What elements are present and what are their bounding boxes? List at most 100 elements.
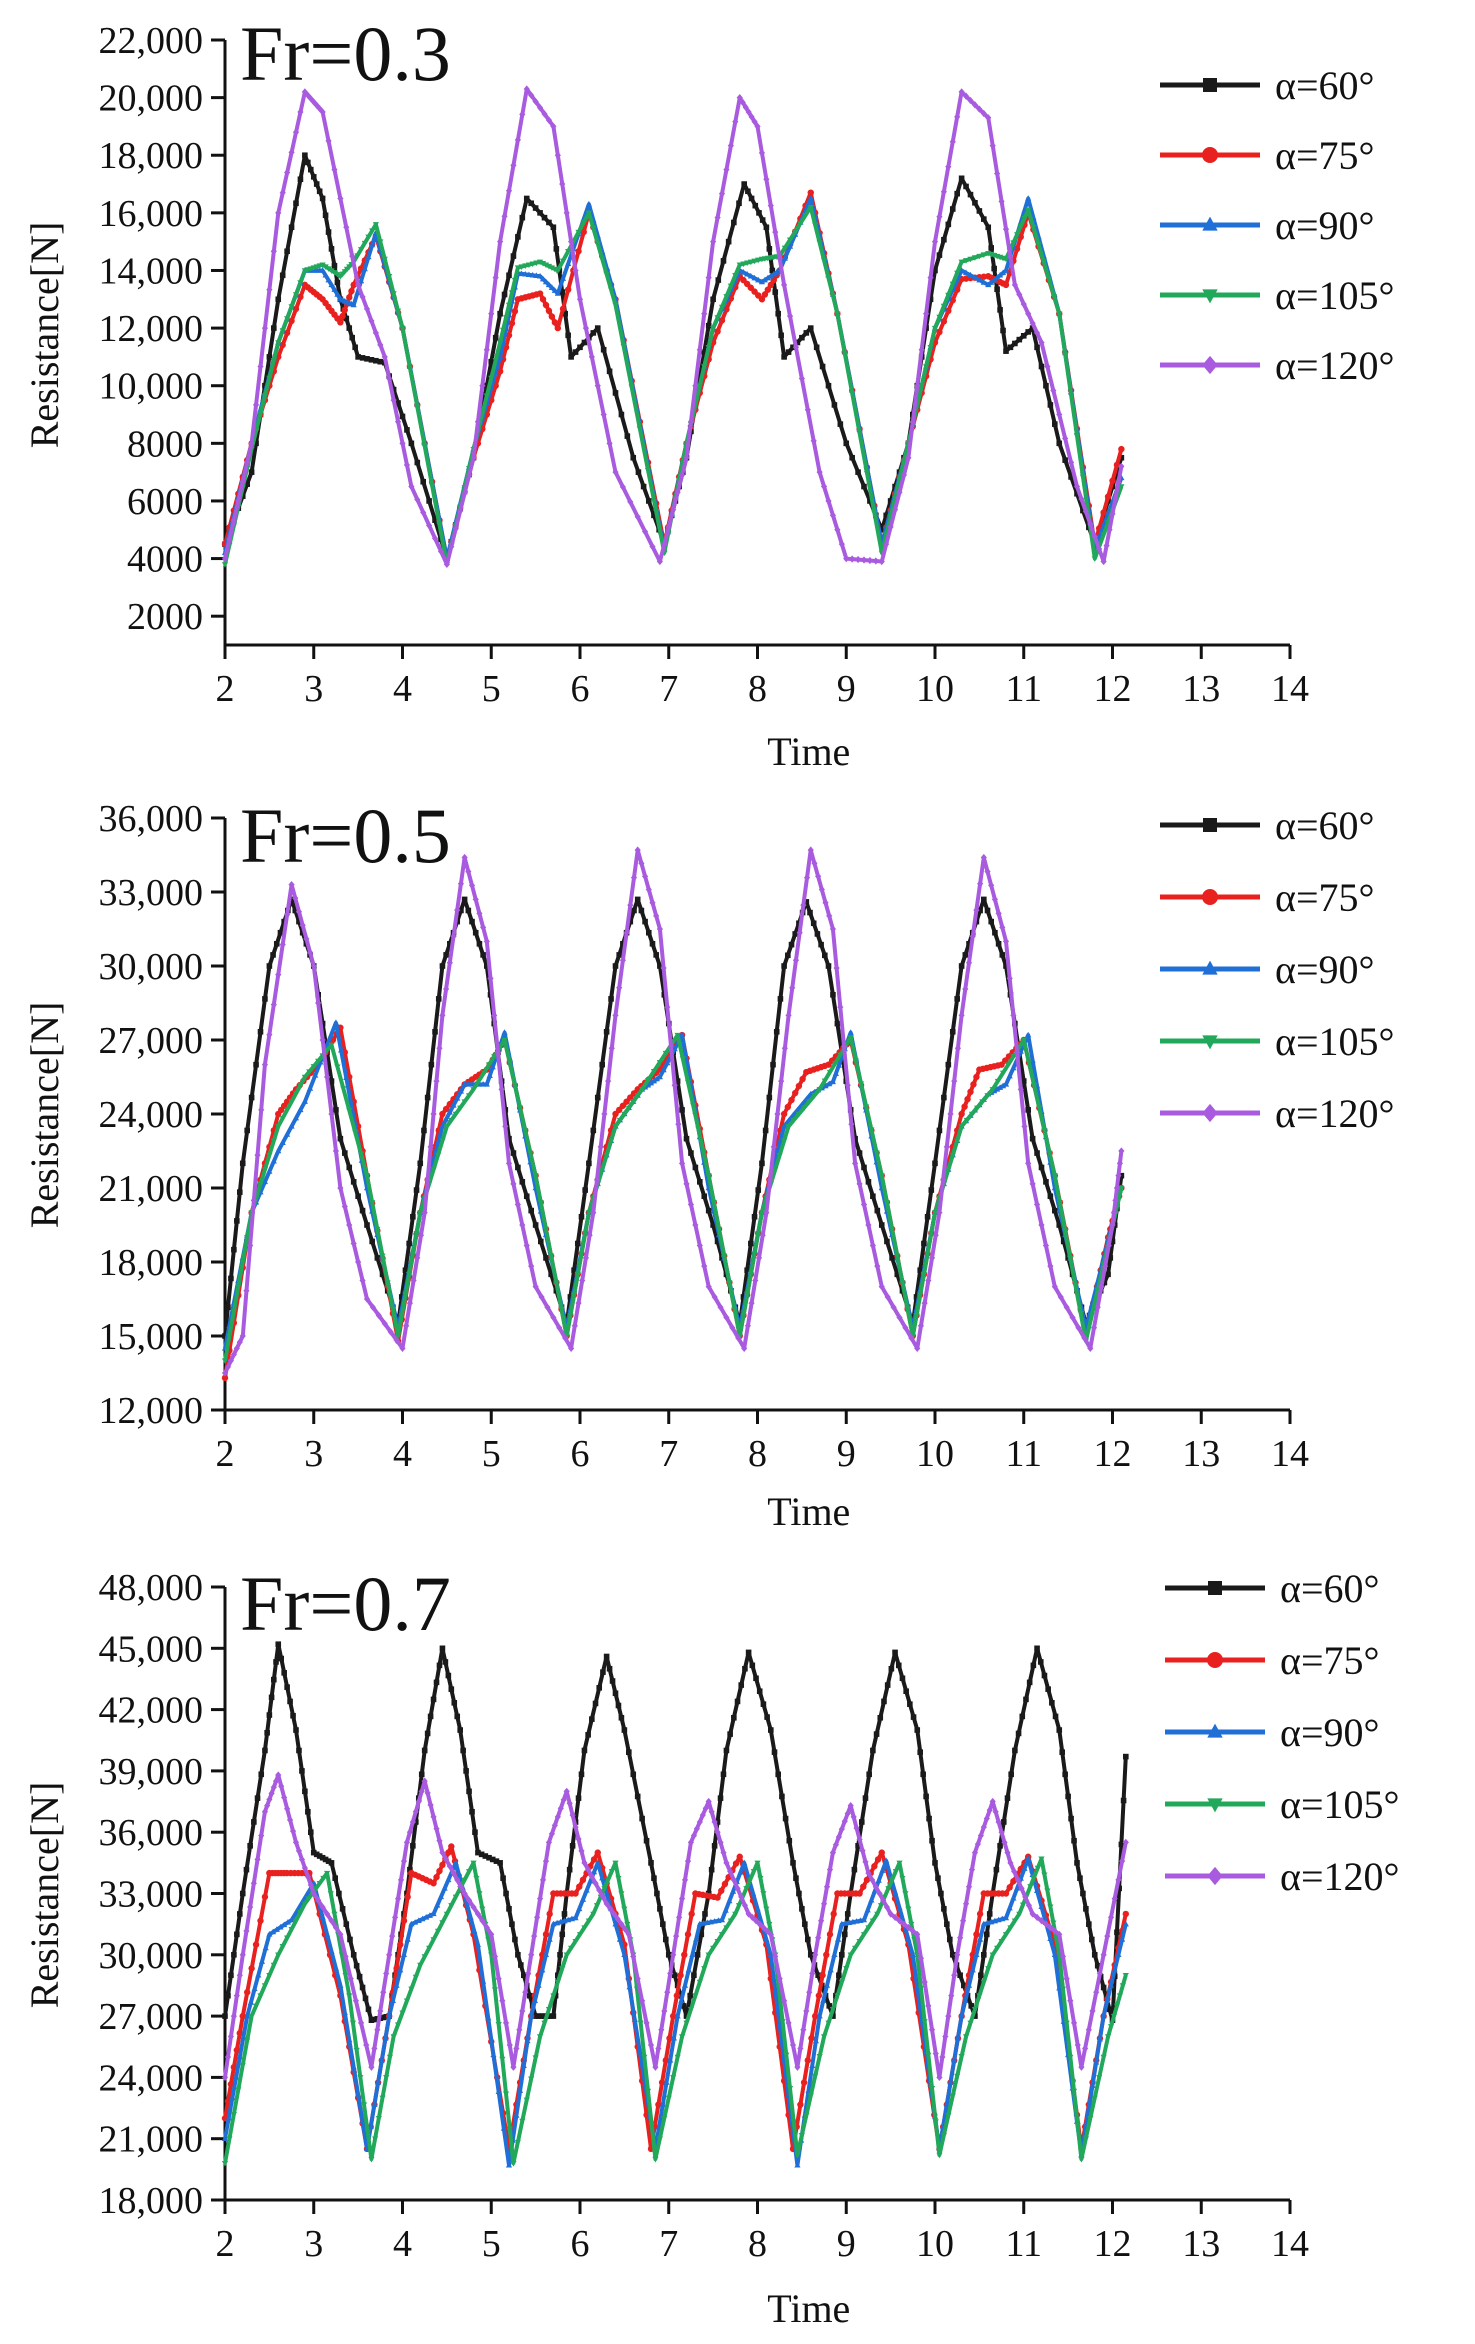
data-point — [523, 1241, 530, 1250]
data-point — [892, 1649, 898, 1656]
legend-marker — [1202, 960, 1218, 975]
data-point — [532, 1283, 539, 1291]
data-point — [583, 1887, 590, 1893]
data-point — [669, 2012, 677, 2020]
data-point — [984, 1093, 991, 1099]
data-point — [380, 1988, 387, 1996]
data-point — [528, 1951, 535, 1959]
data-point — [292, 894, 299, 902]
data-point — [999, 1082, 1007, 1089]
data-point — [491, 1011, 498, 1019]
data-point — [331, 1911, 338, 1918]
data-point — [684, 1931, 692, 1938]
data-point — [772, 1952, 779, 1961]
data-point — [230, 2012, 237, 2020]
data-point — [233, 1344, 240, 1352]
data-point — [608, 996, 614, 1002]
data-point — [789, 2041, 797, 2049]
data-point — [399, 439, 406, 447]
data-point — [843, 1966, 850, 1972]
x-tick-label: 5 — [482, 668, 501, 710]
data-point — [1100, 509, 1107, 516]
data-point — [962, 2034, 970, 2040]
data-point — [460, 1747, 466, 1754]
data-point — [958, 1110, 965, 1118]
data-point — [816, 1087, 823, 1093]
data-point — [1007, 344, 1014, 351]
data-point — [1067, 1997, 1074, 2005]
data-point — [1057, 1293, 1064, 1301]
data-point — [1030, 1662, 1037, 1669]
data-point — [485, 2014, 492, 2021]
data-point — [931, 1210, 939, 1217]
legend-label: α=105° — [1280, 1782, 1400, 1827]
data-point — [465, 1093, 473, 1099]
data-point — [341, 306, 349, 314]
data-point — [443, 1855, 450, 1864]
data-point — [607, 1138, 615, 1145]
data-point — [510, 161, 517, 169]
data-point — [935, 1875, 941, 1881]
data-point — [537, 1200, 544, 1206]
data-point — [921, 1299, 928, 1307]
data-point — [698, 1931, 705, 1938]
data-point — [1044, 1888, 1051, 1895]
data-point — [1056, 1984, 1063, 1991]
data-point — [566, 1866, 573, 1873]
data-point — [454, 906, 461, 914]
data-point — [786, 237, 794, 244]
data-point — [1047, 1923, 1054, 1932]
data-point — [759, 1160, 765, 1167]
data-point — [513, 2044, 520, 2053]
data-point — [1106, 526, 1113, 534]
data-point — [711, 1818, 718, 1826]
data-point — [221, 1358, 229, 1365]
data-point — [437, 547, 445, 556]
data-point — [788, 1096, 795, 1104]
data-point — [648, 2122, 655, 2129]
data-point — [635, 469, 642, 475]
data-point — [594, 1859, 601, 1866]
data-point — [741, 1859, 748, 1866]
data-point — [739, 98, 746, 107]
legend-marker — [1202, 1103, 1218, 1123]
data-point — [518, 270, 525, 277]
data-point — [718, 317, 726, 324]
data-point — [283, 329, 291, 337]
data-point — [705, 1952, 712, 1959]
data-point — [434, 1902, 441, 1908]
data-point — [1062, 1771, 1068, 1778]
data-point — [575, 1835, 582, 1843]
data-point — [852, 1058, 859, 1064]
data-point — [820, 482, 828, 491]
data-point — [747, 1272, 754, 1278]
data-point — [247, 1241, 254, 1250]
data-point — [403, 461, 411, 469]
data-point — [465, 907, 472, 914]
data-point — [788, 941, 795, 948]
data-point — [572, 349, 579, 355]
x-tick-label: 3 — [304, 2223, 323, 2265]
data-point — [829, 293, 837, 300]
data-point — [393, 1965, 400, 1972]
data-point — [235, 497, 242, 505]
data-point — [284, 248, 290, 255]
data-point — [964, 1096, 971, 1103]
data-point — [443, 560, 450, 568]
data-point — [754, 1905, 761, 1912]
data-point — [394, 1894, 402, 1903]
data-point — [884, 1293, 891, 1301]
data-point — [829, 1848, 837, 1857]
data-point — [596, 1685, 603, 1691]
data-point — [883, 1903, 891, 1911]
data-point — [752, 1917, 760, 1925]
data-point — [720, 1771, 727, 1778]
data-point — [599, 1167, 606, 1173]
data-point — [439, 1110, 446, 1118]
data-point — [252, 401, 260, 409]
data-point — [450, 1869, 457, 1877]
data-point — [894, 1253, 901, 1260]
data-point — [542, 1857, 550, 1865]
data-point — [967, 1088, 974, 1096]
data-point — [248, 1965, 255, 1972]
